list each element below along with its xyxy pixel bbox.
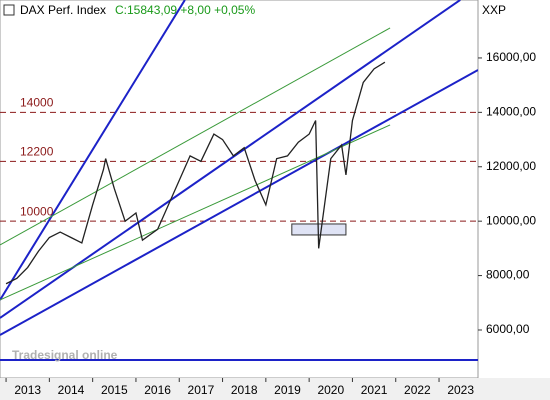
trendline	[0, 0, 461, 319]
trendline	[0, 0, 186, 301]
x-tick-label: 2019	[274, 383, 301, 397]
x-tick-label: 2018	[231, 383, 258, 397]
trendline	[0, 124, 391, 301]
trendline	[0, 69, 478, 336]
level-label: 10000	[20, 204, 54, 218]
x-tick-label: 2013	[14, 383, 41, 397]
x-tick-label: 2015	[101, 383, 128, 397]
x-tick-label: 2014	[58, 383, 85, 397]
x-axis-band	[0, 378, 550, 400]
plot	[0, 0, 478, 361]
level-label: 14000	[20, 96, 54, 110]
y-tick-label: 10000,00	[486, 213, 536, 227]
y-tick-label: 14000,00	[486, 105, 536, 119]
x-tick-label: 2021	[361, 383, 388, 397]
chart-title: DAX Perf. Index	[20, 3, 106, 17]
x-tick-label: 2016	[144, 383, 171, 397]
x-tick-label: 2023	[447, 383, 474, 397]
icon	[3, 4, 15, 16]
axis-label: XXP	[482, 3, 506, 17]
watermark: Tradesignal online	[12, 348, 118, 362]
y-tick-label: 12000,00	[486, 159, 536, 173]
x-tick-label: 2017	[188, 383, 215, 397]
x-tick-label: 2022	[404, 383, 431, 397]
trendline	[0, 27, 391, 246]
y-tick-label: 8000,00	[486, 268, 530, 282]
price-line	[5, 61, 386, 285]
level-label: 12200	[20, 144, 54, 158]
y-tick-label: 6000,00	[486, 322, 530, 336]
y-tick-label: 16000,00	[486, 50, 536, 64]
x-tick-label: 2020	[317, 383, 344, 397]
quote: C:15843,09 +8,00 +0,05%	[115, 3, 255, 17]
plot-area	[0, 0, 479, 379]
